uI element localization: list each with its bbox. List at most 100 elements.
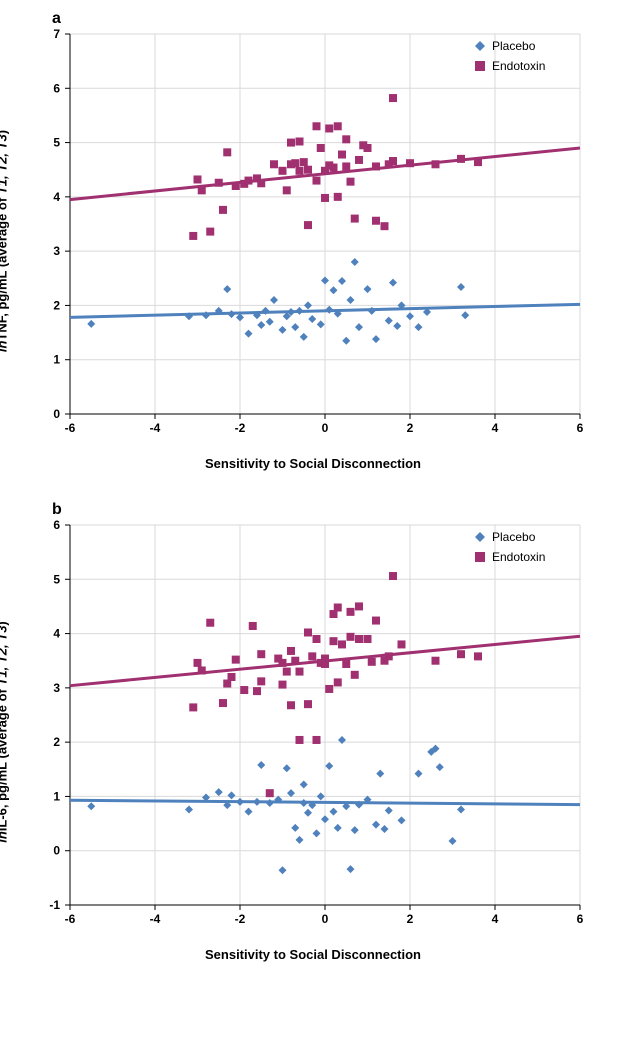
endotoxin-point bbox=[257, 650, 265, 658]
endotoxin-point bbox=[334, 193, 342, 201]
svg-text:2: 2 bbox=[53, 735, 60, 749]
panel-b: b lnIL-6, pg/mL (average of T1, T2, T3) … bbox=[10, 501, 616, 962]
svg-text:-4: -4 bbox=[150, 912, 161, 926]
endotoxin-point bbox=[266, 789, 274, 797]
endotoxin-point bbox=[330, 164, 338, 172]
endotoxin-point bbox=[347, 178, 355, 186]
endotoxin-point bbox=[355, 635, 363, 643]
endotoxin-point bbox=[257, 677, 265, 685]
endotoxin-point bbox=[398, 640, 406, 648]
legend-marker-endotoxin bbox=[475, 61, 485, 71]
svg-text:-1: -1 bbox=[49, 898, 60, 912]
endotoxin-point bbox=[372, 617, 380, 625]
endotoxin-point bbox=[347, 633, 355, 641]
endotoxin-point bbox=[287, 701, 295, 709]
chart-a: 01234567-6-4-20246PlaceboEndotoxin bbox=[10, 10, 600, 450]
endotoxin-point bbox=[381, 222, 389, 230]
svg-text:-6: -6 bbox=[65, 421, 76, 435]
svg-text:0: 0 bbox=[53, 407, 60, 421]
endotoxin-point bbox=[206, 619, 214, 627]
xlabel-b: Sensitivity to Social Disconnection bbox=[10, 947, 616, 962]
svg-text:-4: -4 bbox=[150, 421, 161, 435]
endotoxin-point bbox=[342, 660, 350, 668]
endotoxin-point bbox=[334, 122, 342, 130]
endotoxin-point bbox=[325, 685, 333, 693]
endotoxin-point bbox=[364, 635, 372, 643]
endotoxin-point bbox=[219, 206, 227, 214]
chart-b-wrap: lnIL-6, pg/mL (average of T1, T2, T3) -1… bbox=[10, 501, 616, 962]
endotoxin-point bbox=[249, 622, 257, 630]
endotoxin-point bbox=[291, 159, 299, 167]
endotoxin-point bbox=[283, 186, 291, 194]
endotoxin-point bbox=[219, 699, 227, 707]
endotoxin-point bbox=[351, 215, 359, 223]
chart-a-wrap: lnTNF, pg/mL (average of T1, T2, T3) 012… bbox=[10, 10, 616, 471]
svg-text:1: 1 bbox=[53, 353, 60, 367]
endotoxin-point bbox=[304, 628, 312, 636]
svg-text:6: 6 bbox=[53, 81, 60, 95]
endotoxin-point bbox=[304, 221, 312, 229]
endotoxin-point bbox=[355, 602, 363, 610]
endotoxin-point bbox=[296, 167, 304, 175]
endotoxin-point bbox=[372, 217, 380, 225]
endotoxin-point bbox=[389, 94, 397, 102]
panel-a: a lnTNF, pg/mL (average of T1, T2, T3) 0… bbox=[10, 10, 616, 471]
svg-text:6: 6 bbox=[577, 421, 584, 435]
legend-label-placebo: Placebo bbox=[492, 530, 536, 544]
legend-label-endotoxin: Endotoxin bbox=[492, 59, 545, 73]
svg-text:7: 7 bbox=[53, 27, 60, 41]
svg-text:6: 6 bbox=[577, 912, 584, 926]
endotoxin-point bbox=[270, 160, 278, 168]
svg-text:5: 5 bbox=[53, 572, 60, 586]
endotoxin-point bbox=[342, 135, 350, 143]
endotoxin-point bbox=[338, 640, 346, 648]
ylabel-a: lnTNF, pg/mL (average of T1, T2, T3) bbox=[0, 129, 10, 351]
endotoxin-point bbox=[351, 671, 359, 679]
svg-text:3: 3 bbox=[53, 244, 60, 258]
endotoxin-point bbox=[287, 139, 295, 147]
endotoxin-point bbox=[189, 232, 197, 240]
endotoxin-point bbox=[296, 736, 304, 744]
endotoxin-point bbox=[279, 167, 287, 175]
svg-text:2: 2 bbox=[407, 421, 414, 435]
chart-b: -10123456-6-4-20246PlaceboEndotoxin bbox=[10, 501, 600, 941]
endotoxin-point bbox=[283, 668, 291, 676]
legend-label-placebo: Placebo bbox=[492, 39, 536, 53]
endotoxin-point bbox=[304, 700, 312, 708]
endotoxin-point bbox=[296, 668, 304, 676]
svg-text:4: 4 bbox=[53, 627, 60, 641]
svg-text:6: 6 bbox=[53, 518, 60, 532]
xlabel-a: Sensitivity to Social Disconnection bbox=[10, 456, 616, 471]
endotoxin-point bbox=[474, 652, 482, 660]
endotoxin-point bbox=[457, 650, 465, 658]
svg-text:0: 0 bbox=[53, 844, 60, 858]
endotoxin-point bbox=[368, 658, 376, 666]
svg-text:-2: -2 bbox=[235, 421, 246, 435]
endotoxin-point bbox=[355, 156, 363, 164]
endotoxin-point bbox=[338, 151, 346, 159]
endotoxin-point bbox=[232, 656, 240, 664]
svg-text:3: 3 bbox=[53, 681, 60, 695]
endotoxin-point bbox=[432, 657, 440, 665]
legend-marker-endotoxin bbox=[475, 552, 485, 562]
ylabel-b: lnIL-6, pg/mL (average of T1, T2, T3) bbox=[0, 621, 10, 843]
svg-text:1: 1 bbox=[53, 789, 60, 803]
endotoxin-point bbox=[342, 162, 350, 170]
endotoxin-point bbox=[287, 647, 295, 655]
endotoxin-point bbox=[296, 137, 304, 145]
ylabel-a-prefix: lnTNF, pg/mL (average of T1, T2, T3) bbox=[0, 129, 10, 351]
endotoxin-point bbox=[347, 608, 355, 616]
endotoxin-point bbox=[313, 177, 321, 185]
endotoxin-point bbox=[317, 144, 325, 152]
endotoxin-point bbox=[330, 637, 338, 645]
endotoxin-point bbox=[364, 144, 372, 152]
svg-text:4: 4 bbox=[492, 912, 499, 926]
svg-text:-2: -2 bbox=[235, 912, 246, 926]
endotoxin-point bbox=[279, 681, 287, 689]
svg-text:2: 2 bbox=[53, 298, 60, 312]
svg-text:4: 4 bbox=[53, 190, 60, 204]
ylabel-b-prefix: lnIL-6, pg/mL (average of T1, T2, T3) bbox=[0, 621, 10, 843]
endotoxin-point bbox=[389, 572, 397, 580]
endotoxin-point bbox=[334, 604, 342, 612]
legend-label-endotoxin: Endotoxin bbox=[492, 550, 545, 564]
